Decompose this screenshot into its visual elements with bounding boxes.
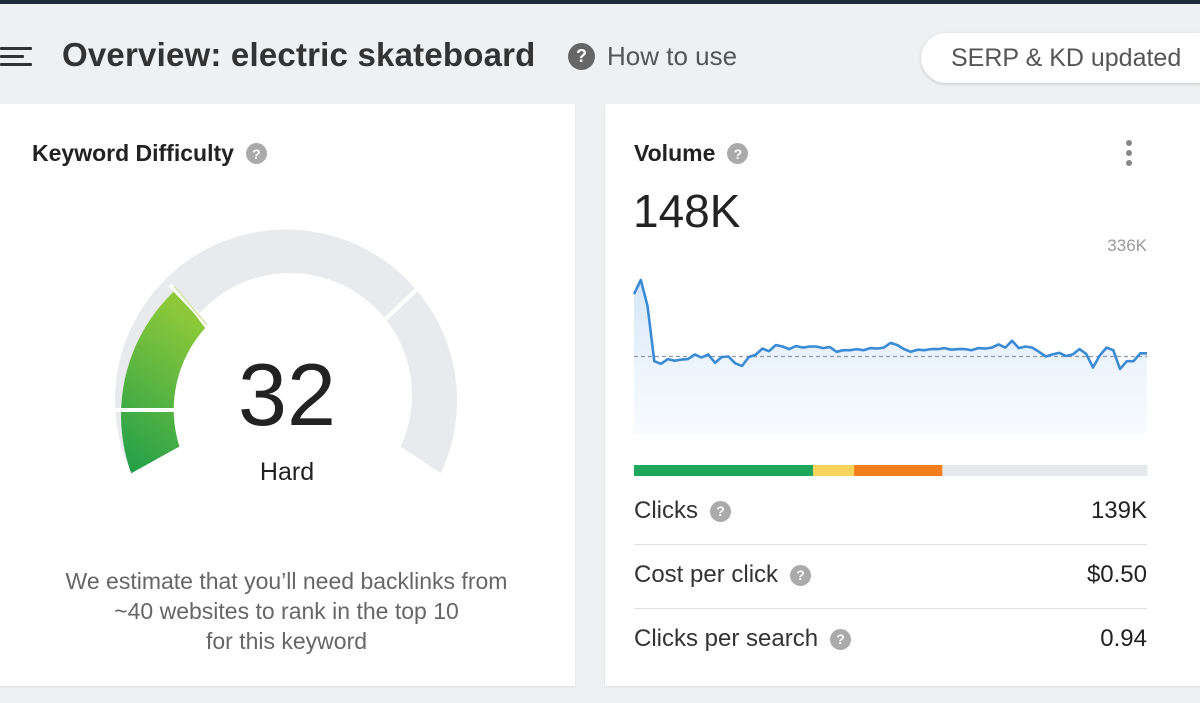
clicks-per-search-help-icon[interactable]: ? xyxy=(830,628,852,650)
kd-help-icon[interactable]: ? xyxy=(245,143,267,164)
metric-value: $0.50 xyxy=(1086,561,1147,588)
metric-row-clicks-per-search: Clicks per search ? 0.94 xyxy=(634,609,1147,673)
metric-value: 139K xyxy=(1090,497,1147,524)
volume-title: Volume ? xyxy=(634,140,749,167)
how-to-use-link[interactable]: ? How to use xyxy=(568,41,737,71)
trend-line xyxy=(632,278,1147,371)
metric-label: Clicks per search ? xyxy=(634,625,852,653)
hamburger-menu-icon[interactable] xyxy=(0,42,34,70)
metric-label-text: Clicks per search xyxy=(634,625,819,652)
volume-title-label: Volume xyxy=(634,140,716,166)
metric-label: Clicks ? xyxy=(634,497,731,525)
keyword-difficulty-card: Keyword Difficulty ? 32 Hard We estimate… xyxy=(0,104,575,686)
kd-title-label: Keyword Difficulty xyxy=(32,140,234,166)
kd-title: Keyword Difficulty ? xyxy=(32,140,267,167)
traffic-bar-segment-2 xyxy=(813,465,855,476)
cpc-help-icon[interactable]: ? xyxy=(790,564,812,586)
serp-kd-updated-badge[interactable]: SERP & KD updated xyxy=(921,33,1200,83)
gauge-fill xyxy=(121,289,206,474)
metric-label-text: Cost per click xyxy=(634,561,779,588)
volume-card: Volume ? 148K 336K Clicks ? 139K Cost pe… xyxy=(605,104,1200,686)
metric-label: Cost per click ? xyxy=(634,561,812,589)
chart-max-label: 336K xyxy=(1107,236,1147,255)
kd-note-line: We estimate that you’ll need backlinks f… xyxy=(65,568,508,594)
traffic-bar-segment-4 xyxy=(942,465,1148,476)
question-icon: ? xyxy=(568,42,595,70)
traffic-bar-segment-1 xyxy=(634,465,814,476)
kd-note-line: for this keyword xyxy=(205,628,368,654)
volume-trend-chart xyxy=(632,278,1148,476)
gauge-marker xyxy=(173,285,208,326)
more-options-icon[interactable] xyxy=(1119,138,1139,168)
metric-value: 0.94 xyxy=(1100,625,1147,652)
metric-row-cpc: Cost per click ? $0.50 xyxy=(634,545,1147,609)
clicks-help-icon[interactable]: ? xyxy=(710,500,731,522)
gauge-track xyxy=(114,229,457,474)
kd-score: 32 xyxy=(238,345,336,444)
how-to-use-label: How to use xyxy=(607,40,738,71)
metric-label-text: Clicks xyxy=(634,497,698,524)
metric-row-clicks: Clicks ? 139K xyxy=(634,481,1147,545)
page-title: Overview: electric skateboard xyxy=(62,36,536,73)
trend-area xyxy=(634,280,1147,434)
kd-gauge xyxy=(112,229,457,474)
kd-note-line: ~40 websites to rank in the top 10 xyxy=(114,598,459,624)
kd-note: We estimate that you’ll need backlinks f… xyxy=(34,566,539,656)
kd-level: Hard xyxy=(259,458,315,486)
volume-help-icon[interactable]: ? xyxy=(727,143,749,164)
volume-value: 148K xyxy=(633,185,741,237)
traffic-bar-segment-3 xyxy=(854,465,943,476)
page-header: Overview: electric skateboard ? How to u… xyxy=(0,4,1200,104)
top-border xyxy=(0,0,1200,4)
